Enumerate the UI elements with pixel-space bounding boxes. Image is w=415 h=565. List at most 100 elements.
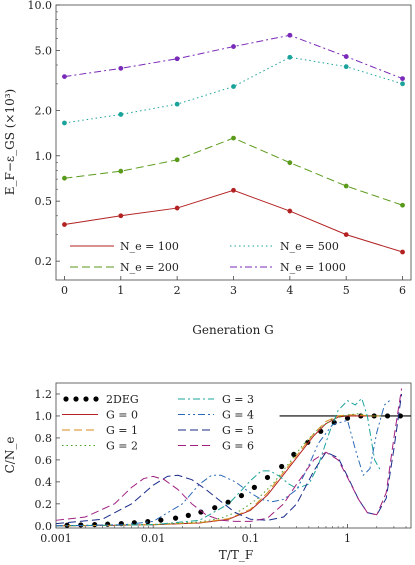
top-ylabel: E_F−ε_GS (×10³) bbox=[3, 89, 17, 195]
top-legend-label-2: N_e = 500 bbox=[280, 240, 339, 253]
bottom-2deg-point bbox=[185, 512, 191, 518]
top-ytick-label: 0.2 bbox=[35, 255, 53, 268]
bottom-xlabel-text: T/T_F bbox=[219, 548, 253, 562]
top-series-point-3 bbox=[174, 56, 180, 62]
top-xlabel-text: Generation G bbox=[192, 323, 273, 337]
bottom-series-line-8 bbox=[55, 388, 403, 522]
top-xtick-label: 0 bbox=[61, 284, 68, 297]
bottom-ytick-label: 1.2 bbox=[35, 388, 53, 401]
top-series-point-3 bbox=[343, 54, 349, 59]
bottom-series-line-6 bbox=[55, 399, 392, 527]
bottom-ylabel-text: C/N_e bbox=[3, 437, 17, 474]
top-series-point-2 bbox=[287, 54, 293, 60]
bottom-2deg-point bbox=[172, 515, 179, 521]
bottom-legend-dot bbox=[93, 396, 99, 402]
bottom-series-line-5 bbox=[55, 397, 382, 527]
bottom-legend-label: G = 4 bbox=[222, 409, 254, 422]
top-series-point-0 bbox=[118, 213, 124, 219]
top-series-point-2 bbox=[174, 101, 180, 107]
bottom-legend-dot bbox=[73, 396, 79, 402]
bottom-legend-label: G = 0 bbox=[106, 409, 138, 422]
top-series-point-1 bbox=[118, 168, 124, 174]
top-chart: 0 1 2 3 4 5 60.20.51.02.05.010.0 N_e = 100 N_e … bbox=[3, 0, 412, 337]
bottom-xtick-label: 0.1 bbox=[242, 532, 260, 545]
bottom-ytick-label: 1.0 bbox=[35, 410, 53, 423]
bottom-legend-label: G = 1 bbox=[106, 424, 138, 437]
top-series-point-1 bbox=[287, 160, 293, 166]
bottom-plot-frame bbox=[55, 382, 412, 529]
bottom-xtick-label: 1 bbox=[344, 532, 351, 545]
top-xtick-label: 5 bbox=[343, 284, 350, 297]
bottom-ytick-label: 0.4 bbox=[35, 476, 53, 489]
bottom-xtick-label: 0.01 bbox=[141, 532, 166, 545]
top-series-point-0 bbox=[62, 222, 67, 227]
bottom-2deg-point bbox=[238, 492, 245, 499]
bottom-legend-dot bbox=[63, 396, 69, 402]
bottom-legend: 2DEG G = 0 G = 1 G = 2 G = 3 G = 4 G = 5 G = 6 bbox=[62, 393, 254, 453]
bottom-2deg-point bbox=[131, 520, 137, 526]
bottom-series-line-7 bbox=[55, 393, 403, 525]
top-series-point-0 bbox=[400, 249, 405, 255]
top-series-point-0 bbox=[287, 208, 293, 214]
top-legend-label-3: N_e = 1000 bbox=[280, 261, 346, 274]
top-series-point-0 bbox=[174, 205, 180, 211]
bottom-series-line-3 bbox=[55, 414, 381, 527]
top-series-point-2 bbox=[231, 84, 236, 89]
bottom-legend-label: G = 6 bbox=[222, 440, 254, 453]
top-ytick-label: 5.0 bbox=[35, 44, 53, 57]
top-series-point-2 bbox=[343, 64, 349, 70]
top-xtick-label: 2 bbox=[174, 284, 181, 297]
top-series-point-3 bbox=[231, 44, 236, 49]
top-series-point-3 bbox=[287, 32, 293, 38]
bottom-legend-label: G = 3 bbox=[222, 393, 254, 406]
top-series-line-3 bbox=[64, 34, 403, 80]
bottom-legend-label: G = 2 bbox=[106, 440, 138, 453]
bottom-2deg-point bbox=[158, 517, 164, 523]
bottom-2deg-point bbox=[279, 463, 285, 470]
top-series-point-0 bbox=[343, 232, 349, 238]
top-series-point-3 bbox=[62, 74, 67, 80]
top-series-line-2 bbox=[64, 56, 403, 124]
bottom-2deg-point bbox=[92, 521, 98, 528]
bottom-legend-label: 2DEG bbox=[106, 393, 139, 406]
top-series-point-1 bbox=[400, 202, 405, 208]
top-ylabel-text: E_F−ε_GS (×10³) bbox=[3, 89, 17, 195]
top-xtick-label: 6 bbox=[399, 284, 406, 297]
top-series-line-1 bbox=[64, 137, 403, 206]
top-legend-label-1: N_e = 200 bbox=[120, 261, 179, 274]
bottom-series-line-4 bbox=[55, 413, 381, 527]
top-ytick-label: 1.0 bbox=[35, 150, 53, 163]
bottom-2deg-point bbox=[212, 505, 218, 511]
bottom-ytick-label: 0.2 bbox=[35, 498, 53, 511]
bottom-2deg-point bbox=[251, 484, 257, 490]
bottom-chart: 0.001 0.01 0.1 1 0.0 0.2 0.4 0.6 0.8 1.0 1.2 2DEG G… bbox=[3, 382, 412, 562]
top-series-point-1 bbox=[343, 183, 349, 189]
bottom-ytick-label: 0.8 bbox=[35, 432, 53, 445]
top-series-point-3 bbox=[118, 65, 124, 71]
top-series-line-0 bbox=[64, 189, 403, 253]
top-xtick-label: 3 bbox=[230, 284, 237, 297]
top-ytick-label: 10.0 bbox=[28, 0, 53, 12]
top-legend-label-0: N_e = 100 bbox=[120, 240, 179, 253]
bottom-xlabel: T/T_F bbox=[219, 548, 253, 562]
top-ytick-label: 0.5 bbox=[35, 195, 53, 208]
bottom-2deg-point bbox=[344, 415, 351, 421]
top-series-point-2 bbox=[62, 120, 67, 126]
bottom-ylabel: C/N_e bbox=[3, 437, 17, 474]
bottom-ytick-label: 0.6 bbox=[35, 454, 53, 467]
bottom-2deg-point bbox=[198, 509, 204, 515]
bottom-ytick-label: 0.0 bbox=[35, 520, 53, 533]
bottom-xtick-label: 0.001 bbox=[40, 532, 72, 545]
bottom-2deg-point bbox=[264, 474, 271, 481]
top-series-point-2 bbox=[118, 112, 124, 117]
bottom-2deg-point bbox=[291, 451, 297, 458]
top-series-point-1 bbox=[62, 175, 67, 181]
top-xtick-label: 1 bbox=[117, 284, 124, 297]
top-series-point-1 bbox=[231, 135, 236, 141]
top-series-point-0 bbox=[231, 187, 236, 193]
bottom-2deg-point bbox=[225, 499, 231, 505]
top-series-point-3 bbox=[400, 76, 405, 81]
bottom-legend-label: G = 5 bbox=[222, 424, 254, 437]
top-xlabel: Generation G bbox=[192, 323, 273, 337]
